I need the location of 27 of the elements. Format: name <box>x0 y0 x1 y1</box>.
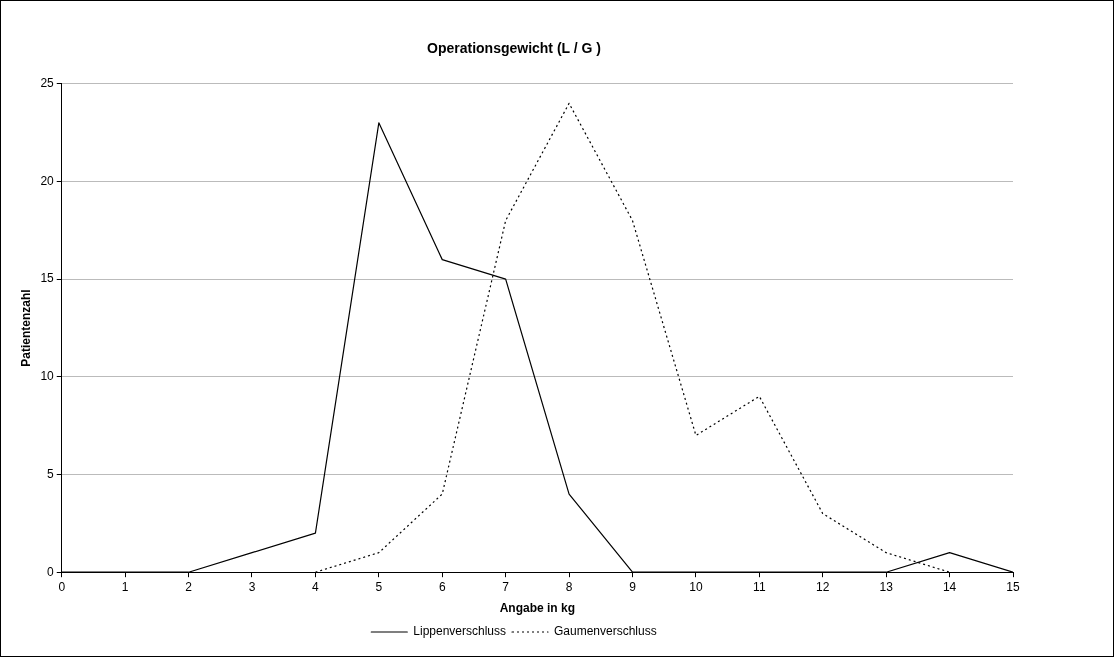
x-tick-label: 11 <box>753 579 766 594</box>
x-tick-label: 5 <box>375 579 383 594</box>
x-tick-label: 6 <box>438 579 446 594</box>
legend-label: Lippenverschluss <box>413 624 506 639</box>
x-tick-label: 15 <box>1006 579 1020 594</box>
x-tick-label: 8 <box>565 579 573 594</box>
x-axis-title: Angabe in kg <box>499 601 576 616</box>
x-tick-label: 12 <box>816 579 830 594</box>
x-tick-label: 14 <box>942 579 957 594</box>
legend-label: Gaumenverschluss <box>554 624 657 639</box>
y-tick-label: 10 <box>40 369 55 384</box>
x-tick-label: 13 <box>879 579 894 594</box>
y-tick-label: 5 <box>47 466 55 481</box>
x-tick-label: 0 <box>58 579 66 594</box>
x-tick-label: 2 <box>185 579 193 594</box>
x-tick-label: 10 <box>689 579 703 594</box>
y-axis-title: Patientenzahl <box>18 289 33 367</box>
x-tick-label: 9 <box>629 579 637 594</box>
y-tick-label: 0 <box>47 564 55 579</box>
y-tick-label: 25 <box>40 76 55 91</box>
chart-title: Operationsgewicht (L / G ) <box>427 40 601 57</box>
y-tick-label: 20 <box>40 173 55 188</box>
y-tick-label: 15 <box>40 271 55 286</box>
x-tick-label: 7 <box>502 579 510 594</box>
x-tick-label: 3 <box>248 579 256 594</box>
x-tick-label: 1 <box>121 579 129 594</box>
x-tick-label: 4 <box>312 579 320 594</box>
